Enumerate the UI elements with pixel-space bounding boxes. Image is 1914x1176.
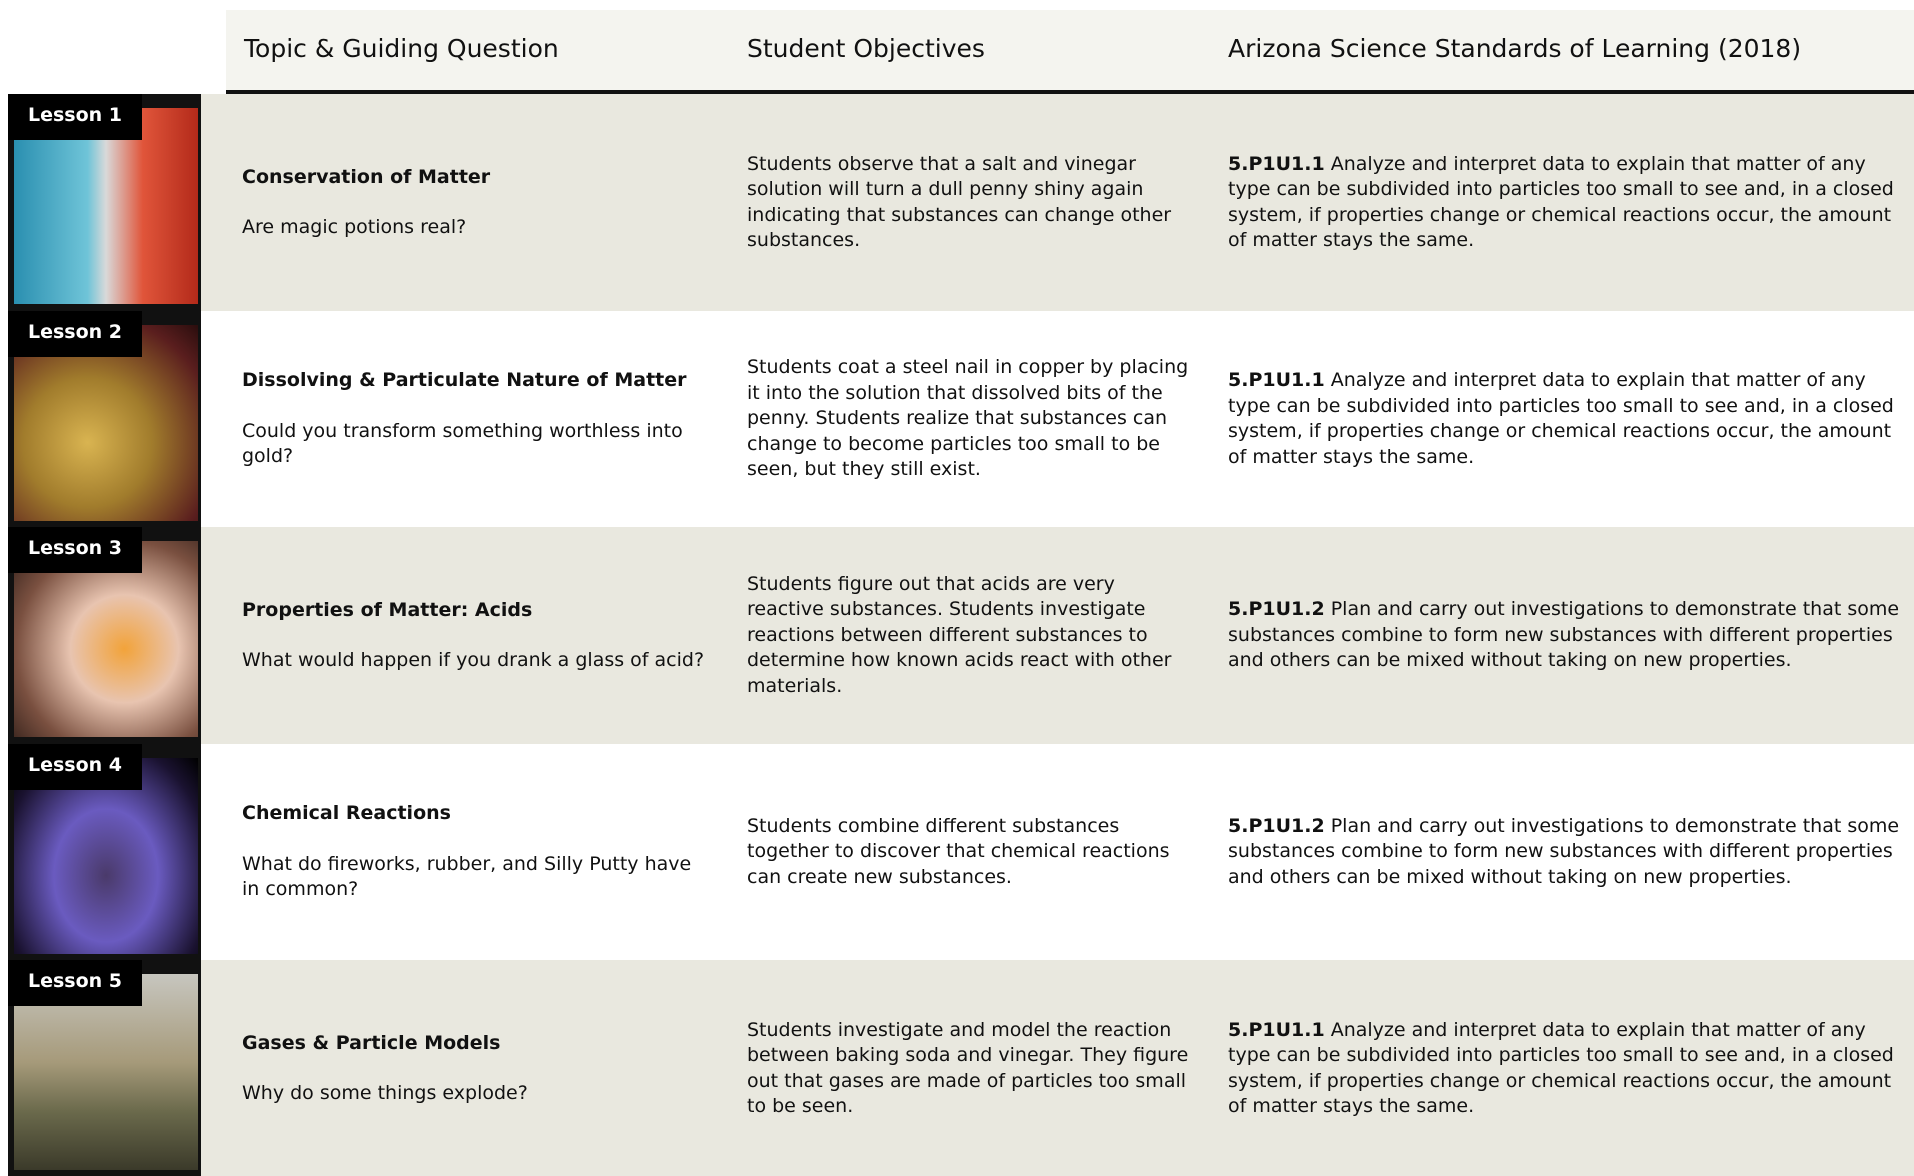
standard-code: 5.P1U1.2 <box>1228 598 1325 621</box>
objective-text: Students combine different substances to… <box>747 814 1170 888</box>
objective-cell: Students figure out that acids are very … <box>747 527 1197 744</box>
standard-text: Analyze and interpret data to explain th… <box>1228 1018 1894 1118</box>
lesson-image <box>14 324 198 521</box>
lesson-label: Lesson 2 <box>8 310 143 357</box>
table-row: Lesson 5 Gases & Particle Models Why do so… <box>8 960 1914 1176</box>
lesson-label: Lesson 4 <box>8 743 143 790</box>
objective-text: Students figure out that acids are very … <box>747 572 1172 697</box>
objective-cell: Students coat a steel nail in copper by … <box>747 311 1197 528</box>
lesson-image-cell: Lesson 5 <box>8 960 201 1176</box>
standard-text: Analyze and interpret data to explain th… <box>1228 369 1894 468</box>
table-row: Lesson 4 Chemical Reactions What do firewo… <box>8 743 1914 961</box>
standard-cell: 5.P1U1.2 Plan and carry out investigatio… <box>1228 527 1910 744</box>
objective-text: Students observe that a salt and vinegar… <box>747 152 1172 252</box>
standard-cell: 5.P1U1.1 Analyze and interpret data to e… <box>1228 94 1910 311</box>
objective-cell: Students investigate and model the react… <box>747 960 1197 1176</box>
table-row: Lesson 2 Dissolving & Particulate Nature … <box>8 310 1914 528</box>
lesson-label: Lesson 5 <box>8 960 143 1006</box>
topic-cell: Chemical Reactions What do fireworks, rub… <box>242 744 712 961</box>
lesson-image-cell: Lesson 3 <box>8 527 201 744</box>
table-row: Lesson 1 Conservation of Matter Are magic … <box>8 94 1914 311</box>
standard: 5.P1U1.1 Analyze and interpret data to e… <box>1228 1018 1910 1120</box>
topic-title: Conservation of Matter <box>242 165 491 188</box>
lesson-image <box>14 974 198 1170</box>
lesson-image-cell: Lesson 1 <box>8 94 201 311</box>
guiding-question: Why do some things explode? <box>242 1082 528 1104</box>
standard-cell: 5.P1U1.1 Analyze and interpret data to e… <box>1228 960 1910 1176</box>
guiding-question: Are magic potions real? <box>242 216 467 238</box>
topic-title: Chemical Reactions <box>242 802 451 825</box>
header-cell: Arizona Science Standards of Learning (2… <box>1228 34 1802 63</box>
lesson-label: Lesson 3 <box>8 527 143 573</box>
table-row: Lesson 3 Properties of Matter: Acids What … <box>8 527 1914 744</box>
standard-text: Plan and carry out investigations to dem… <box>1228 814 1900 888</box>
standard-code: 5.P1U1.2 <box>1228 814 1325 837</box>
standard-code: 5.P1U1.1 <box>1228 369 1325 391</box>
topic-title: Properties of Matter: Acids <box>242 598 533 621</box>
topic-title: Gases & Particle Models <box>242 1031 501 1054</box>
topic-title: Dissolving & Particulate Nature of Matte… <box>242 369 687 392</box>
header-cell: Student Objectives <box>747 34 985 63</box>
header-row: Topic & Guiding Question Student Objecti… <box>226 10 1914 94</box>
lesson-image <box>14 108 198 304</box>
standard: 5.P1U1.1 Analyze and interpret data to e… <box>1228 152 1910 254</box>
header-cell: Topic & Guiding Question <box>244 34 559 63</box>
guiding-question: What would happen if you drank a glass o… <box>242 649 705 671</box>
standard-text: Analyze and interpret data to explain th… <box>1228 152 1894 252</box>
guiding-question: What do fireworks, rubber, and Silly Put… <box>242 852 692 901</box>
lesson-image-cell: Lesson 2 <box>8 310 201 528</box>
topic-cell: Dissolving & Particulate Nature of Matte… <box>242 311 712 528</box>
standard-cell: 5.P1U1.2 Plan and carry out investigatio… <box>1228 744 1910 961</box>
objective-cell: Students combine different substances to… <box>747 744 1197 961</box>
standard: 5.P1U1.2 Plan and carry out investigatio… <box>1228 597 1910 674</box>
standard: 5.P1U1.2 Plan and carry out investigatio… <box>1228 814 1910 891</box>
standard-text: Plan and carry out investigations to dem… <box>1228 598 1900 672</box>
topic-cell: Properties of Matter: Acids What would ha… <box>242 527 712 744</box>
lesson-image-cell: Lesson 4 <box>8 743 201 961</box>
standard-cell: 5.P1U1.1 Analyze and interpret data to e… <box>1228 311 1910 528</box>
standard: 5.P1U1.1 Analyze and interpret data to e… <box>1228 368 1910 470</box>
topic-cell: Gases & Particle Models Why do some thing… <box>242 960 712 1176</box>
objective-text: Students coat a steel nail in copper by … <box>747 356 1189 481</box>
objective-text: Students investigate and model the react… <box>747 1018 1189 1118</box>
lesson-image <box>14 757 198 954</box>
objective-cell: Students observe that a salt and vinegar… <box>747 94 1197 311</box>
lesson-label: Lesson 1 <box>8 94 143 140</box>
guiding-question: Could you transform something worthless … <box>242 419 683 468</box>
standard-code: 5.P1U1.1 <box>1228 1018 1325 1041</box>
standard-code: 5.P1U1.1 <box>1228 152 1325 175</box>
topic-cell: Conservation of Matter Are magic potions … <box>242 94 712 311</box>
lesson-image <box>14 541 198 737</box>
